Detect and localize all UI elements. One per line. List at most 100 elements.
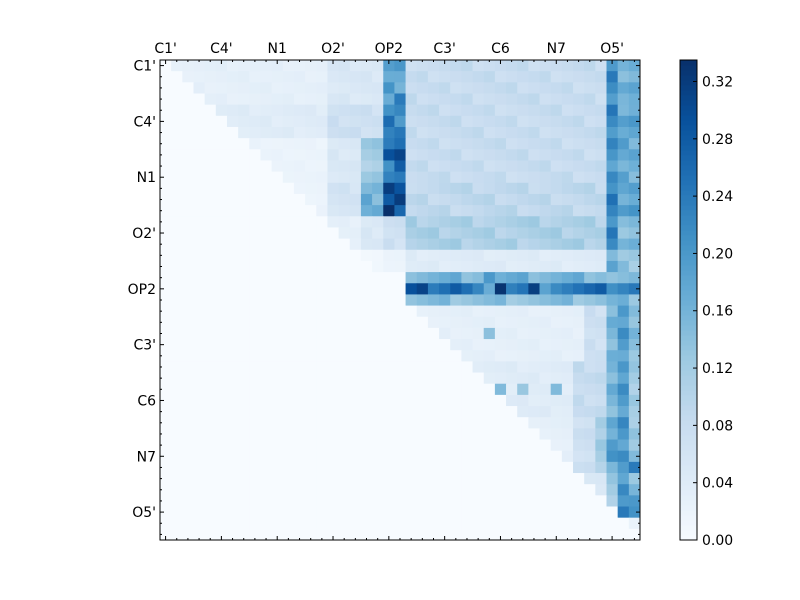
heatmap-cell — [204, 171, 217, 184]
heatmap-cell — [293, 294, 306, 306]
heatmap-cell — [450, 506, 462, 519]
heatmap-cell — [450, 160, 462, 173]
heatmap-cell — [461, 294, 473, 306]
heatmap-cell — [405, 327, 418, 340]
heatmap-cell — [584, 506, 596, 519]
heatmap-cell — [282, 216, 295, 228]
heatmap-cell — [383, 205, 395, 217]
heatmap-cell — [405, 372, 418, 385]
heatmap-cell — [160, 260, 172, 273]
heatmap-cell — [539, 216, 552, 228]
heatmap-cell — [193, 115, 206, 128]
heatmap-cell — [249, 227, 261, 239]
heatmap-cell — [472, 294, 485, 306]
heatmap-cell — [494, 93, 507, 106]
colorbar-tick-label: 0.04 — [702, 476, 733, 492]
heatmap-cell — [383, 406, 395, 418]
heatmap-cell — [182, 406, 194, 418]
heatmap-cell — [561, 171, 574, 184]
heatmap-cell — [416, 260, 429, 273]
heatmap-cell — [160, 450, 172, 463]
heatmap-cell — [282, 138, 295, 150]
y-tick-label: N1 — [137, 170, 156, 186]
heatmap-cell — [439, 227, 451, 239]
heatmap-cell — [584, 126, 596, 139]
heatmap-cell — [171, 71, 183, 83]
heatmap-cell — [182, 294, 194, 306]
heatmap-cell — [372, 517, 384, 530]
heatmap-cell — [483, 115, 496, 128]
colorbar-segment — [680, 270, 697, 276]
heatmap-cell — [628, 149, 641, 161]
heatmap-cell — [561, 126, 574, 139]
heatmap-cell — [349, 249, 362, 262]
heatmap-cell — [160, 339, 172, 351]
heatmap-cell — [550, 517, 563, 530]
heatmap-cell — [360, 71, 373, 83]
heatmap-cell — [506, 227, 518, 239]
heatmap-cell — [450, 82, 462, 94]
heatmap-cell — [394, 450, 406, 463]
heatmap-cell — [517, 71, 529, 83]
heatmap-cell — [160, 115, 172, 128]
heatmap-cell — [316, 484, 328, 496]
heatmap-cell — [584, 428, 596, 440]
heatmap-cell — [215, 138, 228, 150]
y-tick-label: O2' — [132, 226, 156, 242]
heatmap-cell — [182, 182, 194, 195]
heatmap-cell — [249, 406, 261, 418]
heatmap-cell — [561, 461, 574, 474]
heatmap-cell — [360, 372, 373, 385]
heatmap-cell — [360, 450, 373, 463]
heatmap-cell — [271, 227, 284, 239]
heatmap-cell — [427, 93, 440, 106]
heatmap-cell — [372, 104, 384, 117]
heatmap-cell — [282, 294, 295, 306]
heatmap-cell — [182, 115, 194, 128]
heatmap-cell — [204, 227, 217, 239]
heatmap-cell — [550, 283, 563, 295]
heatmap-cell — [483, 316, 496, 329]
heatmap-cell — [327, 506, 339, 519]
heatmap-cell — [461, 327, 473, 340]
heatmap-cell — [606, 394, 619, 407]
heatmap-cell — [316, 283, 328, 295]
heatmap-cell — [461, 484, 473, 496]
heatmap-cell — [271, 283, 284, 295]
heatmap-cell — [416, 238, 429, 251]
colorbar-segment — [680, 230, 697, 236]
heatmap-cell — [573, 160, 585, 173]
heatmap-cell — [472, 473, 485, 485]
heatmap-cell — [193, 238, 206, 251]
heatmap-cell — [472, 506, 485, 519]
heatmap-cell — [617, 394, 630, 407]
heatmap-cell — [349, 339, 362, 351]
heatmap-cell — [595, 339, 607, 351]
heatmap-cell — [282, 484, 295, 496]
heatmap-cell — [271, 171, 284, 184]
heatmap-cell — [249, 461, 261, 474]
heatmap-cell — [539, 528, 552, 541]
heatmap-cell — [360, 238, 373, 251]
heatmap-cell — [372, 350, 384, 362]
heatmap-cell — [528, 316, 540, 329]
heatmap-cell — [193, 484, 206, 496]
colorbar-segment — [680, 525, 697, 531]
heatmap-cell — [338, 71, 351, 83]
heatmap-cell — [494, 350, 507, 362]
heatmap-cell — [606, 406, 619, 418]
colorbar-segment — [680, 440, 697, 446]
heatmap-cell — [628, 238, 641, 251]
colorbar-segment — [680, 360, 697, 366]
heatmap-cell — [349, 461, 362, 474]
heatmap-cell — [573, 339, 585, 351]
colorbar-segment — [680, 265, 697, 271]
heatmap-cell — [182, 193, 194, 206]
heatmap-cell — [528, 428, 540, 440]
heatmap-cell — [349, 205, 362, 217]
heatmap-cell — [338, 283, 351, 295]
heatmap-cell — [372, 305, 384, 318]
heatmap-cell — [450, 484, 462, 496]
heatmap-cell — [439, 428, 451, 440]
heatmap-cell — [182, 216, 194, 228]
